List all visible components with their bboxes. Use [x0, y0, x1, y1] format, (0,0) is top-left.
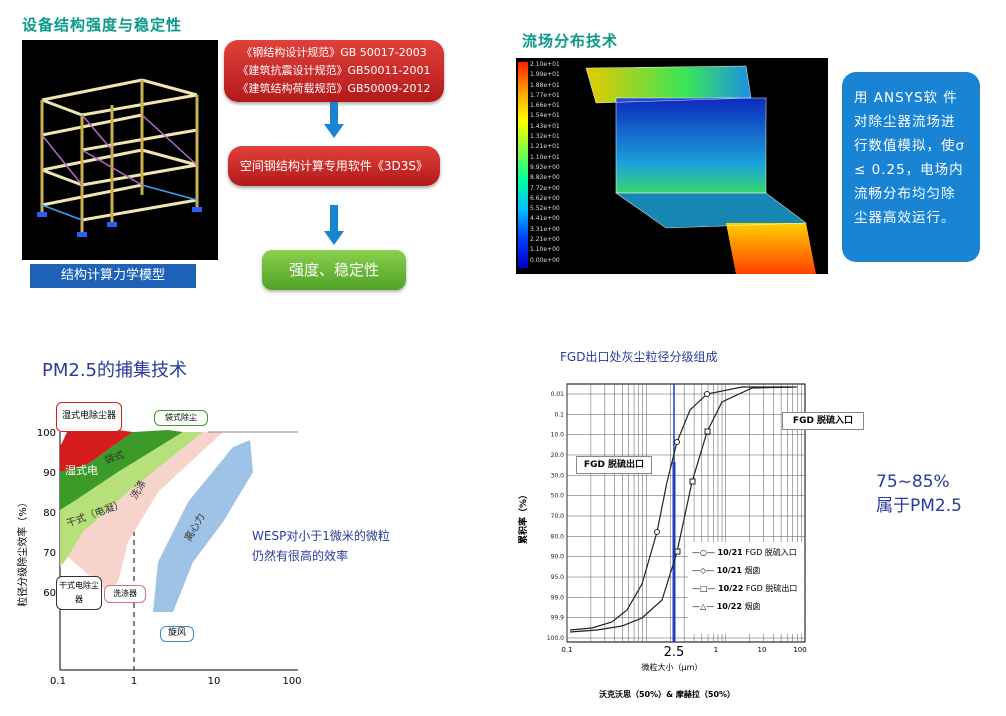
arrow-down-icon [324, 205, 344, 245]
colorbar-tick: 1.99e+01 [530, 71, 560, 79]
bag-band [60, 430, 183, 510]
y-tick: 70 [43, 548, 56, 559]
legend-item: —□— 10/22 FGD 脱硫出口 [692, 584, 798, 593]
callout-wet-esp: 湿式电除尘器 [56, 402, 122, 432]
fgd-ylabel: 累积率（%） [517, 490, 529, 544]
colorbar-tick: 1.43e+01 [530, 122, 560, 130]
colorbar-tick: 2.21e+00 [530, 236, 560, 244]
y-tick: 99.9 [551, 615, 565, 622]
scrubber-band [68, 432, 223, 592]
colorbar-labels: 2.10e+01 1.99e+01 1.88e+01 1.77e+01 1.66e+01… [530, 60, 570, 270]
colorbar-tick: 5.52e+00 [530, 205, 560, 213]
x-tick: 10 [208, 676, 221, 687]
callout-fgd-inlet: FGD 脱硫入口 [782, 412, 864, 430]
colorbar-tick: 7.72e+00 [530, 184, 560, 192]
frame-model-drawing [37, 78, 202, 237]
wesp-note-line2: 仍然有很高的效率 [252, 549, 349, 563]
y-tick: 80.0 [551, 533, 565, 540]
wesp-note-line1: WESP对小于1微米的微粒 [252, 529, 390, 543]
callout-bag: 袋式除尘 [154, 410, 208, 426]
x-tick: 1 [131, 676, 137, 687]
y-tick: 60 [43, 588, 56, 599]
y-tick: 20.0 [551, 452, 565, 459]
fgd-legend: —○— 10/21 FGD 脱硫入口 —◇— 10/21 烟囱 —□— 10/2… [688, 542, 804, 634]
fgd-xlabel: 微粒大小（μm） [642, 662, 703, 672]
cyclone-band [153, 440, 253, 612]
x-tick: 0.1 [50, 676, 66, 687]
colorbar-tick: 6.62e+00 [530, 194, 560, 202]
wesp-note: WESP对小于1微米的微粒 仍然有很高的效率 [252, 526, 390, 566]
pm25-marker-label: 2.5 [664, 645, 685, 660]
pm-title: PM2.5的捕集技术 [42, 360, 188, 381]
software-box: 空间钢结构计算专用软件《3D3S》 [228, 146, 440, 186]
colorbar-tick: 1.88e+01 [530, 81, 560, 89]
x-tick: 1 [714, 646, 718, 654]
colorbar-tick: 1.32e+01 [530, 133, 560, 141]
flow-description: 用 ANSYS软 件对除尘器流场进行数值模拟，使σ ≤ 0.25，电场内流畅分布… [842, 72, 980, 262]
colorbar-tick: 1.77e+01 [530, 91, 560, 99]
fgd-title: FGD出口处灰尘粒径分级组成 [560, 350, 718, 364]
y-tick: 0.01 [551, 391, 565, 398]
colorbar-tick: 3.31e+00 [530, 225, 560, 233]
code-item: 《建筑抗震设计规范》GB50011-2001 [237, 64, 431, 77]
codes-box: 《钢结构设计规范》GB 50017-2003 《建筑抗震设计规范》GB50011… [224, 40, 444, 102]
model-caption: 结构计算力学模型 [30, 264, 196, 288]
colorbar-tick: 2.10e+01 [530, 61, 560, 68]
colorbar-tick: 9.93e+00 [530, 163, 560, 171]
y-tick: 0.1 [554, 411, 564, 418]
colorbar [518, 62, 528, 268]
code-item: 《建筑结构荷载规范》GB50009-2012 [237, 82, 431, 95]
pm25-result-value: 75~85% [876, 472, 950, 492]
y-tick: 50.0 [551, 493, 565, 500]
band-label-wet: 湿式电 [65, 464, 98, 477]
y-tick: 80 [43, 508, 56, 519]
dry-esp-band [60, 432, 203, 567]
structure-model-image [22, 40, 218, 260]
colorbar-tick: 1.21e+01 [530, 143, 560, 151]
curve-stack [569, 386, 792, 631]
arrow-down-icon [324, 102, 344, 138]
colorbar-tick: 1.54e+01 [530, 112, 560, 120]
wet-esp-band [60, 430, 133, 472]
legend-item: —○— 10/21 FGD 脱硫入口 [692, 548, 797, 557]
colorbar-tick: 1.10e+00 [530, 246, 560, 254]
x-tick: 10 [758, 646, 767, 654]
colorbar-tick: 1.10e+01 [530, 153, 560, 161]
fgd-footer: 沃克沃思（50%）& 摩赫拉（50%） [599, 689, 735, 699]
x-tick: 100 [793, 646, 806, 654]
colorbar-tick: 4.41e+00 [530, 215, 560, 223]
flow-sim-image: 2.10e+01 1.99e+01 1.88e+01 1.77e+01 1.66e+01… [516, 58, 828, 274]
pm-ylabel: 粒径分级除尘效率（%） [16, 497, 29, 607]
structure-title: 设备结构强度与稳定性 [22, 16, 183, 34]
colorbar-tick: 0.00e+00 [530, 256, 560, 264]
pm-efficiency-chart: 湿式电 干式（电凝） 袋式 洗涤 离心力 100 90 80 70 60 0.1… [16, 428, 302, 687]
x-tick: 0.1 [561, 646, 572, 654]
colorbar-tick: 1.66e+01 [530, 102, 560, 110]
callout-scrubber: 洗涤器 [104, 585, 146, 603]
x-tick: 100 [282, 676, 301, 687]
y-tick: 30.0 [551, 472, 565, 479]
y-tick: 99.0 [551, 594, 565, 601]
colorbar-tick: 8.83e+00 [530, 174, 560, 182]
y-tick: 70.0 [551, 513, 565, 520]
y-tick: 95.0 [551, 574, 565, 581]
pm25-result: 75~85% 属于PM2.5 [876, 470, 962, 518]
callout-dry-esp: 干式电除尘器 [56, 576, 102, 610]
legend-item: —△— 10/22 烟囱 [692, 602, 761, 611]
result-box: 强度、稳定性 [262, 250, 406, 290]
flow-field-drawing [585, 65, 816, 274]
legend-item: —◇— 10/21 烟囱 [692, 566, 761, 575]
callout-fgd-outlet: FGD 脱硫出口 [576, 456, 652, 474]
flow-title: 流场分布技术 [522, 32, 619, 50]
y-tick: 10.0 [551, 432, 565, 439]
y-tick: 100 [37, 428, 56, 439]
pm25-result-label: 属于PM2.5 [876, 496, 962, 516]
callout-cyclone: 旋风 [160, 626, 194, 642]
code-item: 《钢结构设计规范》GB 50017-2003 [241, 46, 427, 59]
y-tick: 100.0 [547, 635, 564, 642]
y-tick: 90 [43, 468, 56, 479]
y-tick: 90.0 [551, 554, 565, 561]
